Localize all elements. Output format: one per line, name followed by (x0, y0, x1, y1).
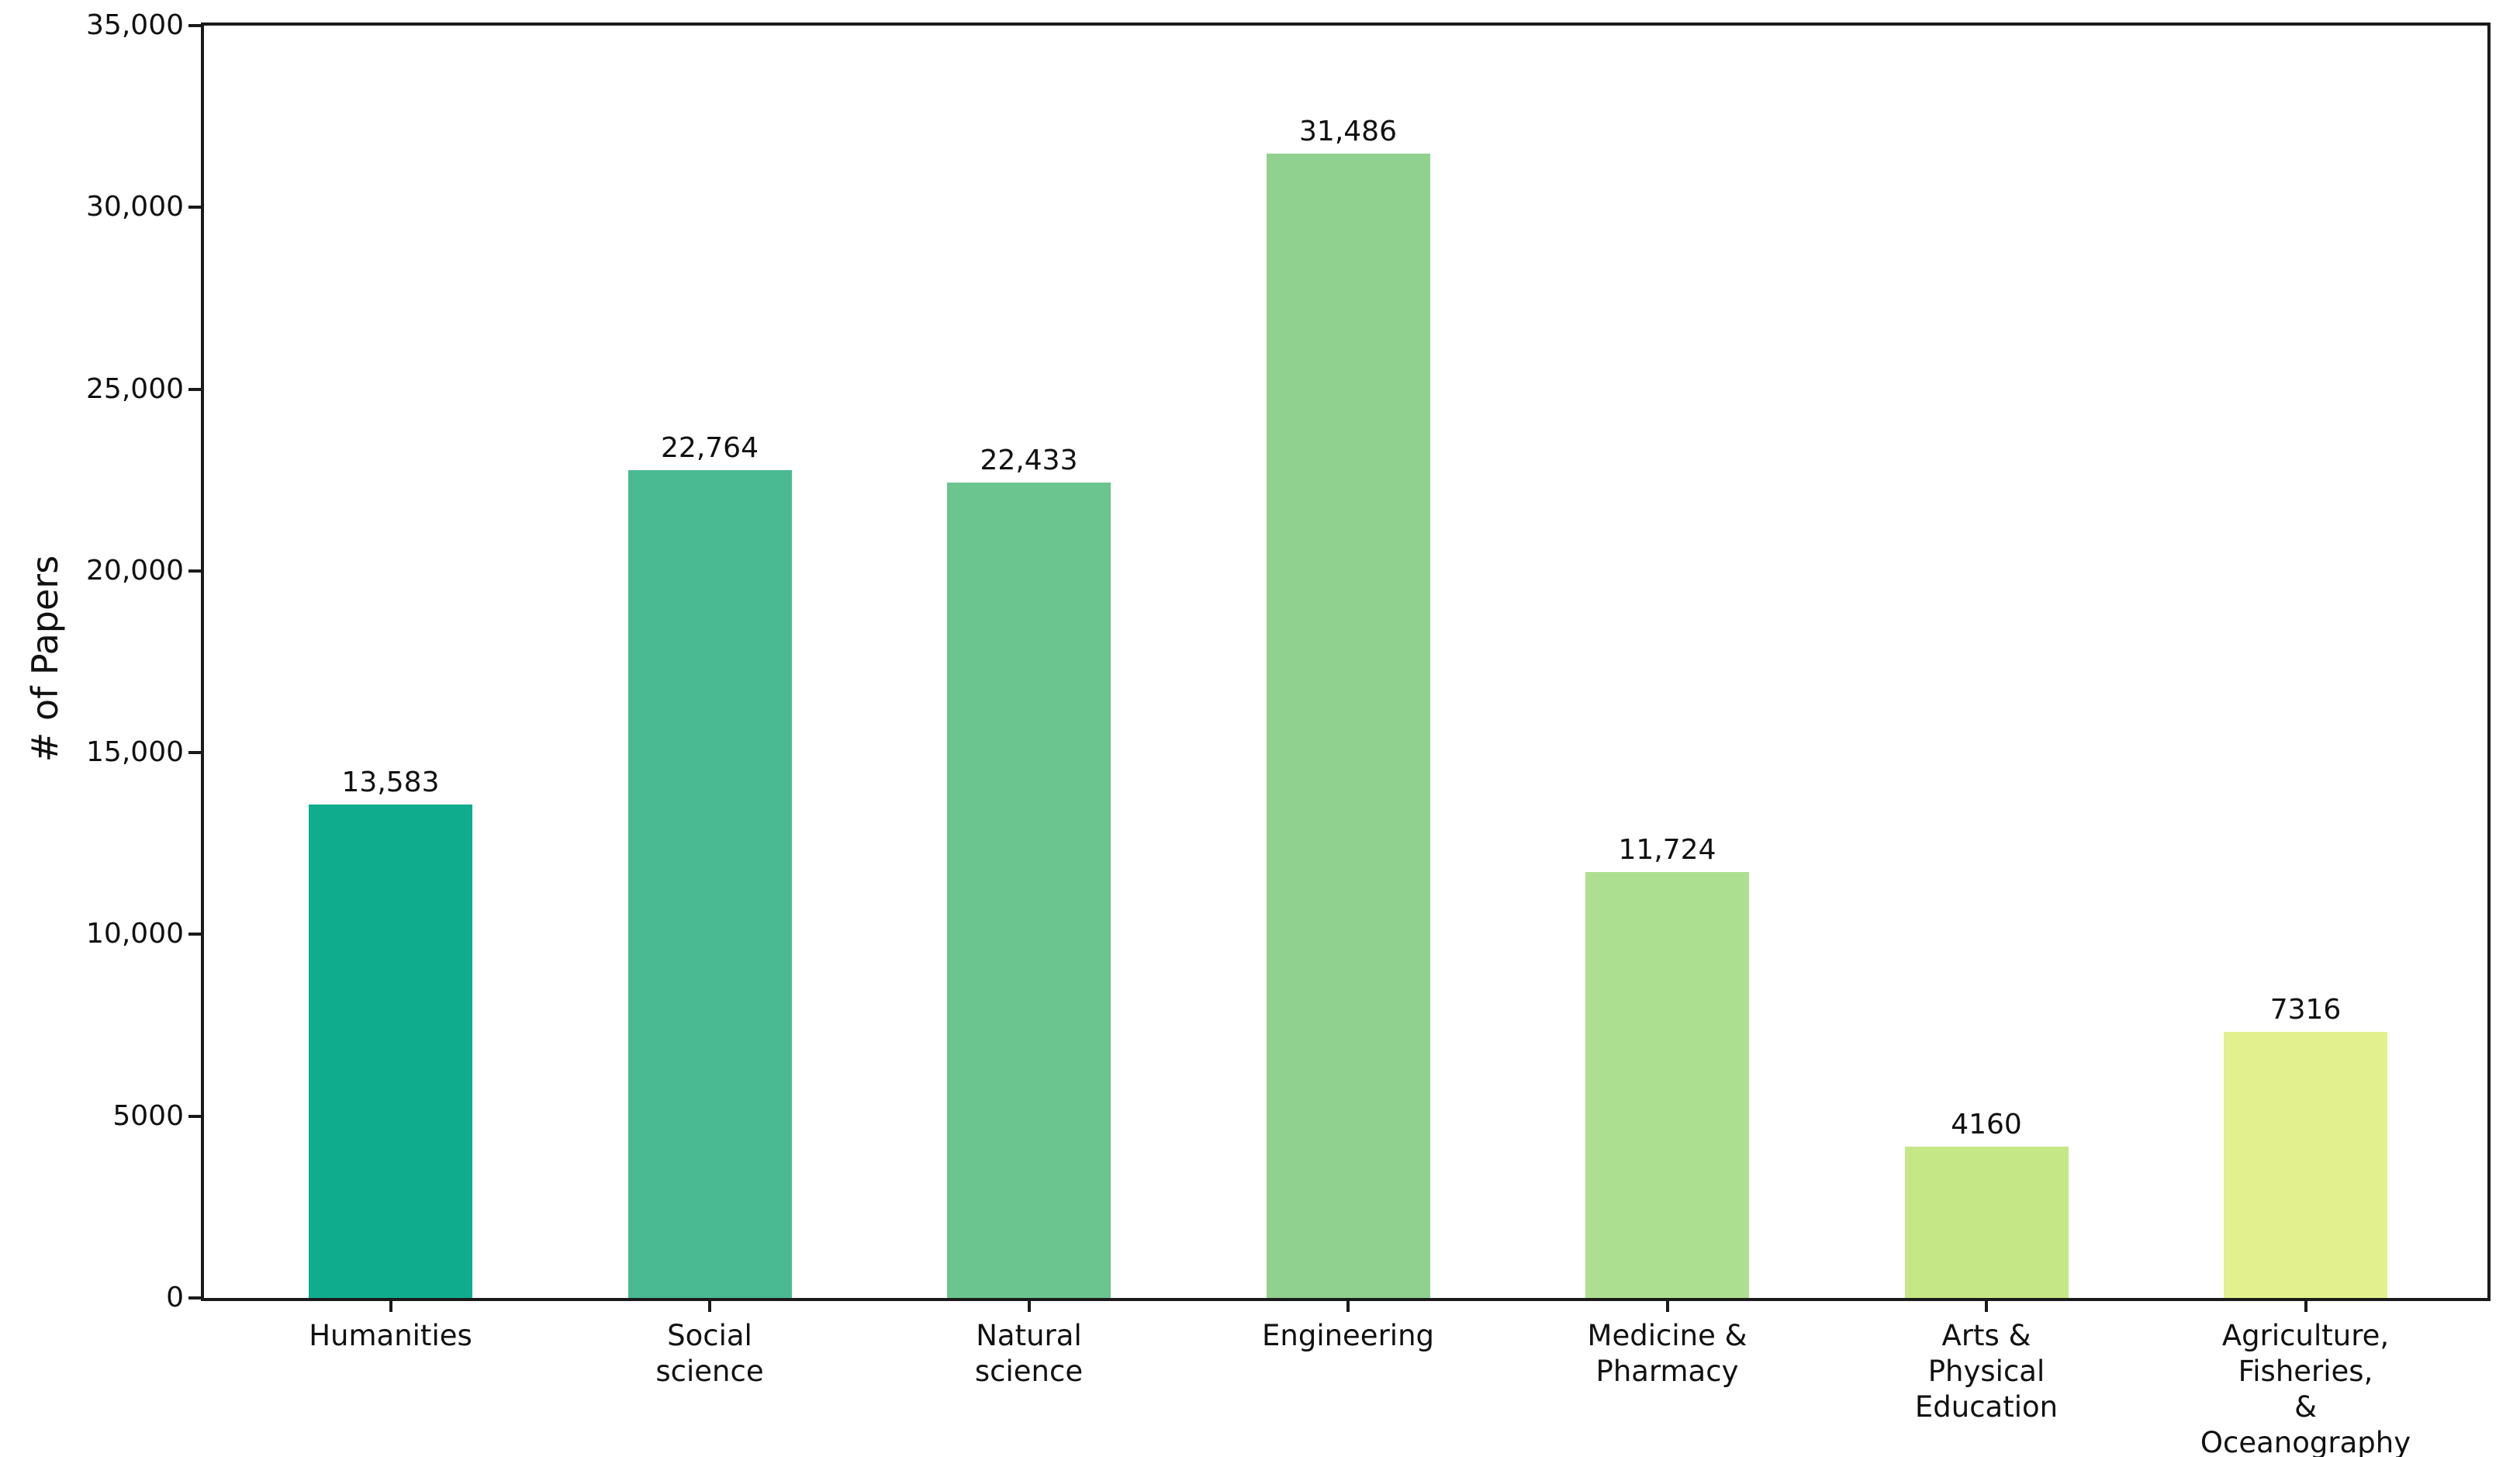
x-tick-mark (2304, 1301, 2307, 1312)
x-category-label: Medicine & Pharmacy (1587, 1319, 1747, 1388)
y-tick-label: 5000 (112, 1099, 184, 1132)
bar-value-label: 22,764 (661, 432, 759, 465)
y-tick-mark (188, 387, 201, 391)
y-tick-label: 35,000 (86, 9, 184, 41)
bar-value-label: 13,583 (341, 766, 440, 798)
x-category-label: Arts & Physical Education (1914, 1319, 2059, 1424)
bar (947, 482, 1111, 1298)
x-category-label: Social science (655, 1319, 764, 1388)
bar-value-label: 11,724 (1618, 833, 1716, 866)
y-tick-label: 10,000 (86, 918, 184, 950)
y-tick-mark (188, 1296, 201, 1300)
bar (627, 470, 792, 1298)
x-category-label: Agriculture, Fisheries, & Oceanography (2200, 1319, 2411, 1457)
x-category-label: Engineering (1262, 1319, 1434, 1352)
x-category-label: Humanities (309, 1319, 472, 1352)
x-category-label: Natural science (974, 1319, 1084, 1388)
x-tick-mark (1346, 1301, 1350, 1312)
y-tick-label: 15,000 (86, 736, 184, 769)
bar (2224, 1032, 2387, 1298)
bar-value-label: 31,486 (1299, 115, 1397, 147)
y-tick-label: 30,000 (86, 191, 184, 223)
y-tick-label: 20,000 (86, 554, 184, 587)
x-tick-mark (389, 1301, 392, 1312)
bar (1266, 153, 1430, 1298)
y-tick-mark (188, 933, 201, 936)
y-tick-mark (188, 1114, 201, 1118)
y-tick-mark (188, 24, 201, 27)
bar (309, 804, 472, 1298)
bar (1585, 871, 1749, 1298)
y-tick-mark (188, 751, 201, 755)
bar-value-label: 7316 (2269, 994, 2342, 1026)
bar-value-label: 22,433 (980, 444, 1078, 476)
x-tick-mark (1985, 1301, 1988, 1312)
y-tick-label: 0 (166, 1282, 184, 1313)
y-tick-mark (188, 569, 201, 573)
y-tick-mark (188, 206, 201, 209)
bar (1904, 1147, 2069, 1298)
x-tick-mark (1027, 1301, 1031, 1312)
plot-area: 13,583 22,764 22,433 31,486 11,724 4160 7316 (201, 22, 2491, 1301)
x-tick-mark (708, 1301, 711, 1312)
x-tick-mark (1665, 1301, 1669, 1312)
bar-value-label: 4160 (1951, 1109, 2022, 1141)
y-tick-label: 25,000 (86, 372, 184, 405)
